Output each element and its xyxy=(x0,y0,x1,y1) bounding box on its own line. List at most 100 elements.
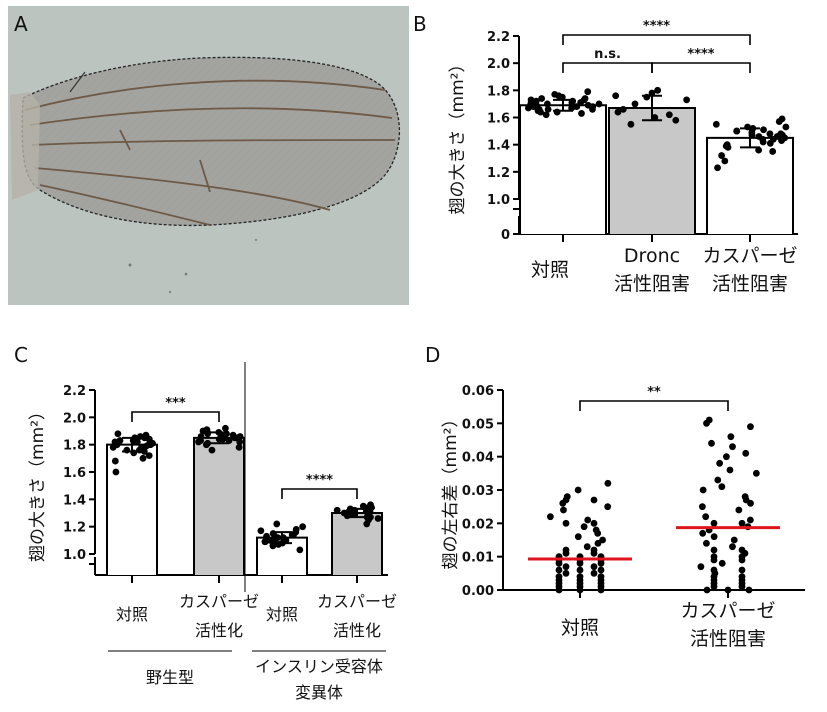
data-point xyxy=(555,566,563,574)
significance-bracket xyxy=(131,411,220,422)
data-point xyxy=(729,543,736,551)
data-point xyxy=(581,95,589,102)
data-point xyxy=(703,419,710,427)
data-point xyxy=(222,424,229,432)
data-point xyxy=(665,111,673,119)
data-point xyxy=(584,516,592,524)
data-point xyxy=(528,97,536,105)
bar xyxy=(707,137,793,234)
category-label: Dronc xyxy=(624,245,680,267)
data-point xyxy=(746,516,754,524)
data-point xyxy=(114,430,122,438)
y-tick-label: 1.2 xyxy=(63,521,86,536)
data-point xyxy=(590,563,598,571)
data-point xyxy=(594,539,602,547)
category-label: 活性化 xyxy=(333,621,381,640)
significance-bracket xyxy=(579,400,729,411)
data-point xyxy=(742,449,750,457)
data-point xyxy=(738,556,746,564)
significance-label: ** xyxy=(647,385,661,400)
data-point xyxy=(576,566,584,574)
data-point xyxy=(651,114,659,121)
data-point xyxy=(145,452,153,459)
data-point xyxy=(530,103,537,111)
data-point xyxy=(702,513,710,521)
category-label: 活性阻害 xyxy=(712,273,788,295)
y-tick-label: 0.02 xyxy=(462,517,494,532)
significance-bracket xyxy=(562,62,653,73)
category-label: 対照 xyxy=(531,259,569,281)
category-label: 活性化 xyxy=(195,621,243,640)
data-point xyxy=(708,439,715,447)
y-tick-label: 1.4 xyxy=(487,139,510,154)
panel-b: 翅の大きさ（mm²） 0 1.0 1.2 1.4 1.6 1.8 2.0 2.2 対照 Dronc 活… xyxy=(448,19,798,295)
significance-bracket xyxy=(651,62,751,73)
data-point xyxy=(714,476,722,484)
group-label: インスリン受容体 xyxy=(255,657,383,676)
data-point xyxy=(546,513,554,521)
category-label: カスパーゼ xyxy=(317,592,397,611)
data-point xyxy=(724,586,732,594)
y-tick-label: 0.03 xyxy=(462,484,494,499)
data-point xyxy=(576,559,584,567)
data-point xyxy=(747,423,754,431)
data-point xyxy=(133,438,141,446)
data-point xyxy=(197,433,205,440)
significance-label: **** xyxy=(643,19,670,34)
data-point xyxy=(559,499,567,507)
data-point xyxy=(604,503,612,511)
data-point xyxy=(738,566,746,574)
data-point xyxy=(273,520,281,528)
data-point xyxy=(580,523,588,531)
data-point xyxy=(576,586,584,594)
data-point xyxy=(712,120,720,128)
data-point xyxy=(208,446,216,454)
data-point xyxy=(590,569,598,577)
wing-hinge xyxy=(10,92,40,200)
data-point xyxy=(703,539,710,547)
data-point xyxy=(225,437,233,444)
y-axis-label: 翅の大きさ（mm²） xyxy=(448,56,468,215)
data-point xyxy=(141,434,149,442)
data-point xyxy=(590,519,598,527)
data-point xyxy=(697,563,705,571)
data-point xyxy=(612,92,620,100)
data-point xyxy=(710,533,718,541)
data-point xyxy=(235,444,243,451)
significance-label: **** xyxy=(306,473,333,488)
wing-image xyxy=(10,56,401,294)
significance-bracket xyxy=(281,488,358,499)
data-point xyxy=(738,519,746,527)
data-point xyxy=(110,442,118,450)
y-tick-label: 2.0 xyxy=(487,57,510,72)
y-tick-label: 1.8 xyxy=(63,439,86,454)
data-point xyxy=(722,142,730,150)
data-point xyxy=(261,538,269,546)
data-point xyxy=(299,523,307,531)
data-point xyxy=(604,479,612,487)
data-point xyxy=(542,111,550,119)
data-point xyxy=(619,105,627,113)
data-point xyxy=(562,549,570,557)
data-point xyxy=(710,546,718,554)
data-point xyxy=(733,127,741,135)
data-point xyxy=(698,503,706,511)
significance-label: *** xyxy=(165,396,186,411)
data-point xyxy=(590,549,598,557)
data-point xyxy=(597,559,605,567)
group-label: 野生型 xyxy=(146,668,194,687)
category-label: カスパーゼ xyxy=(179,592,259,611)
data-point xyxy=(729,443,736,451)
data-point xyxy=(574,533,582,541)
category-label: 対照 xyxy=(561,617,599,639)
data-point xyxy=(574,486,582,494)
data-point xyxy=(292,526,300,533)
data-point xyxy=(738,546,746,554)
data-point xyxy=(296,546,304,554)
data-point xyxy=(710,556,718,564)
data-point xyxy=(597,566,605,574)
data-point xyxy=(718,483,726,491)
data-point xyxy=(568,104,576,112)
dust-speck xyxy=(254,238,258,242)
